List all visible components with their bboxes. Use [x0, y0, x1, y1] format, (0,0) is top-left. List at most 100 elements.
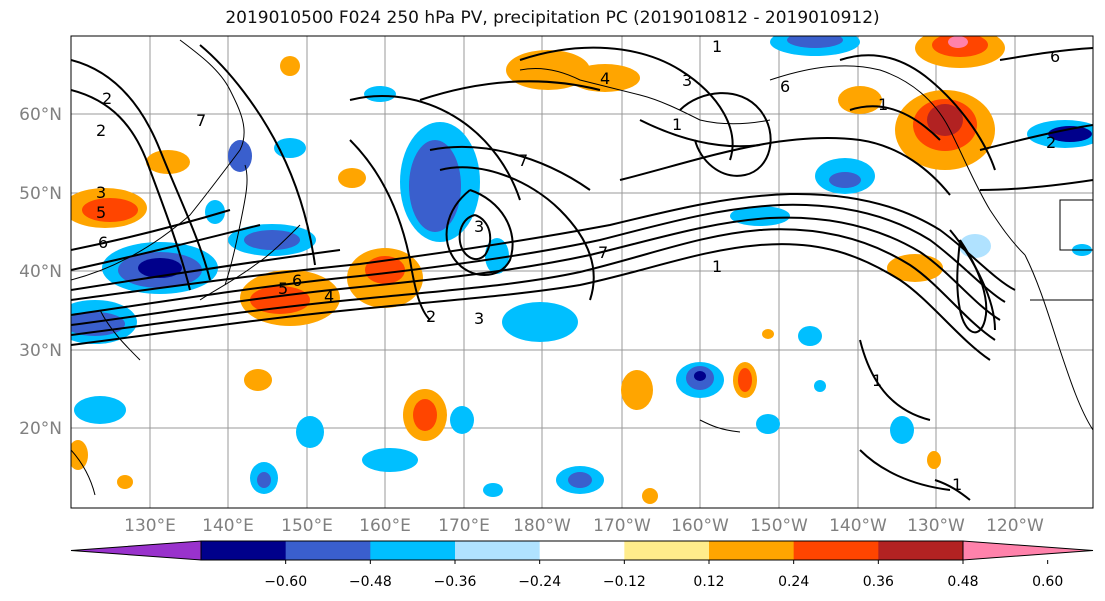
shade-negative — [829, 172, 861, 188]
colorbar-segment — [370, 541, 456, 560]
contour-label: 3 — [474, 309, 484, 328]
contour-label: 1 — [672, 115, 682, 134]
lon-label: 150°E — [281, 516, 333, 536]
shade-negative — [483, 483, 503, 497]
contour-label: 1 — [712, 257, 722, 276]
contour-label: 6 — [98, 233, 108, 252]
lon-label: 120°W — [986, 516, 1044, 536]
shade-negative — [296, 416, 324, 448]
shade-positive — [838, 86, 882, 114]
contour-label: 4 — [324, 287, 334, 306]
shade-negative — [450, 406, 474, 434]
contour-label: 1 — [872, 371, 882, 390]
shade-positive — [82, 198, 138, 222]
colorbar-tick-label: 0.36 — [863, 574, 894, 590]
colorbar-segment — [539, 541, 625, 560]
shade-negative — [1048, 126, 1092, 142]
colorbar-tick-label: −0.12 — [603, 574, 646, 590]
colorbar-tick-label: −0.60 — [264, 574, 307, 590]
shade-negative — [138, 258, 182, 278]
colorbar-segment — [878, 541, 964, 560]
shade-negative — [890, 416, 914, 444]
colorbar-tick-label: −0.24 — [518, 574, 561, 590]
longitude-labels: 130°E 140°E 150°E 160°E 170°E 180°W 170°W 160°W… — [124, 516, 1044, 536]
lon-label: 180°W — [513, 516, 571, 536]
shade-negative — [787, 36, 843, 48]
contour-label: 1 — [952, 475, 962, 494]
shade-negative — [362, 448, 418, 472]
lat-label: 20°N — [19, 419, 62, 439]
shade-negative — [257, 472, 271, 488]
lon-label: 130°E — [124, 516, 176, 536]
colorbar-segment — [455, 541, 541, 560]
contour-label: 1 — [712, 37, 722, 56]
shade-positive — [570, 64, 640, 92]
contour-label: 7 — [518, 151, 528, 170]
coastlines — [71, 39, 1093, 496]
colorbar-segment — [709, 541, 795, 560]
colorbar-tick-label: 0.48 — [947, 574, 978, 590]
shade-negative — [694, 371, 706, 381]
contour-label: 6 — [780, 77, 790, 96]
contour-label: 3 — [474, 217, 484, 236]
shade-negative — [409, 140, 461, 232]
lon-label: 150°W — [750, 516, 808, 536]
contour-label: 2 — [1046, 133, 1056, 152]
contour-label: 4 — [600, 69, 610, 88]
shade-negative — [228, 140, 252, 172]
pv-contours — [71, 44, 1093, 501]
shade-negative — [756, 414, 780, 434]
contour-label: 3 — [96, 183, 106, 202]
shade-positive — [621, 370, 653, 410]
colorbar-extend-high — [962, 540, 1094, 561]
map-frame — [70, 35, 1094, 509]
contour-label: 7 — [598, 243, 608, 262]
colorbar-segment — [793, 541, 879, 560]
map-panel: 2 2 3 5 6 7 1 4 3 1 6 7 3 7 1 1 5 6 4 2 — [70, 35, 1094, 509]
colorbar-frame — [200, 540, 964, 561]
lat-label: 50°N — [19, 184, 62, 204]
lon-label: 140°W — [829, 516, 887, 536]
shade-positive — [71, 440, 88, 470]
shade-negative — [244, 230, 300, 250]
shade-positive — [762, 329, 774, 339]
precip-shading — [71, 36, 1093, 504]
colorbar-segment — [285, 541, 371, 560]
colorbar-tick-label: −0.36 — [434, 574, 477, 590]
shade-negative — [485, 238, 509, 274]
shade-positive — [244, 369, 272, 391]
contour-label: 5 — [96, 203, 106, 222]
lon-label: 170°E — [438, 516, 490, 536]
shade-negative — [798, 326, 822, 346]
lon-label: 140°E — [202, 516, 254, 536]
lon-label: 170°W — [593, 516, 651, 536]
colorbar-tick-label: −0.48 — [349, 574, 392, 590]
shade-positive — [948, 36, 968, 48]
shade-negative — [205, 200, 225, 224]
lat-label: 60°N — [19, 105, 62, 125]
contour-label: 7 — [196, 111, 206, 130]
shade-positive — [338, 168, 366, 188]
contour-label: 2 — [426, 307, 436, 326]
contour-label: 6 — [292, 271, 302, 290]
shade-positive — [413, 399, 437, 431]
colorbar-tick-label: 0.60 — [1032, 574, 1063, 590]
shade-negative — [74, 396, 126, 424]
colorbar-tick-label: 0.12 — [693, 574, 724, 590]
shade-positive — [365, 256, 405, 284]
shade-positive — [280, 56, 300, 76]
shade-positive — [927, 451, 941, 469]
shade-positive — [117, 475, 133, 489]
lat-label: 30°N — [19, 341, 62, 361]
shade-negative — [568, 472, 592, 488]
lon-label: 160°W — [671, 516, 729, 536]
lat-label: 40°N — [19, 262, 62, 282]
lon-label: 130°W — [907, 516, 965, 536]
contour-label: 3 — [682, 71, 692, 90]
colorbar: −0.60 −0.48 −0.36 −0.24 −0.12 0.12 0.24 0.36 0.4… — [70, 540, 1094, 590]
contour-label: 2 — [102, 89, 112, 108]
shade-positive — [506, 50, 590, 90]
contour-label: 1 — [878, 95, 888, 114]
contour-label: 6 — [1050, 47, 1060, 66]
shade-negative — [814, 380, 826, 392]
